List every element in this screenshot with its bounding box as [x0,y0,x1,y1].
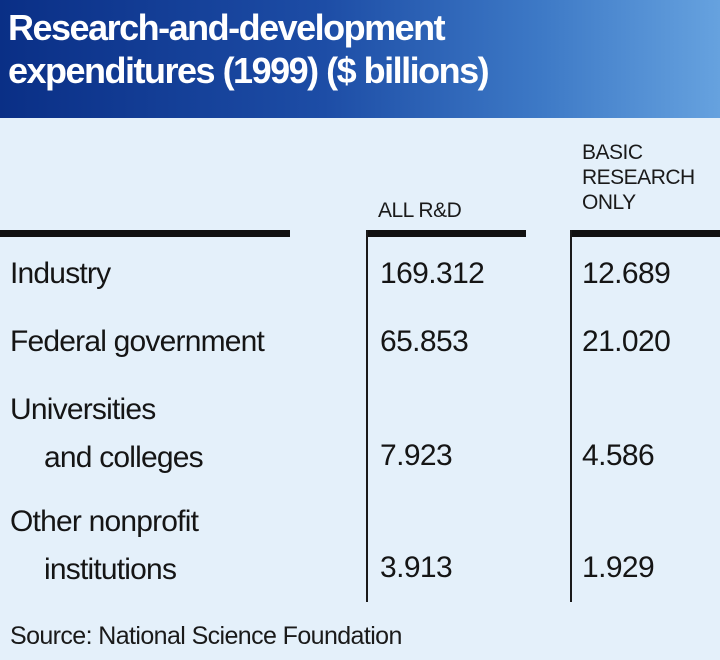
header-rule-all-rd-column [366,230,526,237]
row-label-industry: Industry [10,250,111,298]
cell-federal-basic: 21.020 [582,325,671,358]
column-header-basic-line-2: RESEARCH [582,166,695,189]
column-divider-basic [570,230,572,602]
column-header-basic-line-3: ONLY [582,191,636,214]
row-label-industry-line-1: Industry [10,257,111,290]
row-label-nonprofit-line-1: Other nonprofit [10,505,199,538]
chart-title: Research-and-development expenditures (1… [8,6,708,92]
cell-federal-all-rd: 65.853 [380,325,469,358]
row-label-federal-line-1: Federal government [10,325,265,358]
column-divider-all-rd [366,230,368,602]
header-rule-basic-column [570,230,720,237]
cell-universities-basic: 4.586 [582,439,655,472]
title-line-1: Research-and-development [8,7,446,48]
row-label-nonprofit-line-2: institutions [44,553,177,586]
row-label-universities-line-2: and colleges [44,441,204,474]
header-rule-label-column [0,230,290,237]
column-header-basic-research: BASIC RESEARCH ONLY [582,140,718,215]
cell-universities-all-rd: 7.923 [380,439,453,472]
row-label-universities-line-1: Universities [10,393,156,426]
column-header-basic-line-1: BASIC [582,141,643,164]
cell-industry-basic: 12.689 [582,257,671,290]
cell-industry-all-rd: 169.312 [380,257,485,290]
row-label-federal-government: Federal government [10,318,265,366]
cell-nonprofit-all-rd: 3.913 [380,551,453,584]
title-line-2: expenditures (1999) ($ billions) [8,50,490,91]
cell-nonprofit-basic: 1.929 [582,551,655,584]
column-header-all-rd-line: ALL R&D [378,199,462,222]
source-note: Source: National Science Foundation [10,622,402,650]
row-label-other-nonprofit: Other nonprofit institutions [10,498,199,594]
column-header-all-rd: ALL R&D [378,198,508,223]
row-label-universities: Universities and colleges [10,386,204,482]
title-banner: Research-and-development expenditures (1… [0,0,720,118]
